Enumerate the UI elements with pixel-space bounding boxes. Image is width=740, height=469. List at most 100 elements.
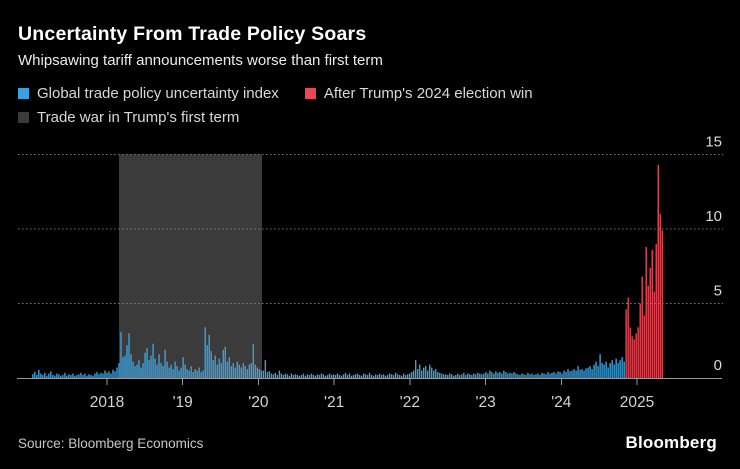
bar-gtpu-index [308, 375, 311, 378]
bar-gtpu-index [549, 373, 551, 378]
bar-gtpu-index [611, 360, 613, 378]
bar-gtpu-index [310, 373, 313, 378]
bar-gtpu-index [126, 345, 128, 378]
bar-gtpu-index [497, 372, 499, 378]
bar-gtpu-index [152, 343, 154, 378]
chart-header: Uncertainty From Trade Policy Soars Whip… [18, 23, 724, 126]
bar-gtpu-index [607, 367, 609, 378]
bar-gtpu-index [605, 361, 607, 378]
bar-gtpu-index [501, 373, 503, 378]
bar-gtpu-index [583, 370, 585, 378]
legend-swatch-icon [18, 112, 29, 123]
bar-gtpu-index [306, 374, 309, 378]
bar-after-2024-election [655, 243, 657, 378]
bar-gtpu-index [92, 375, 94, 378]
bar-gtpu-index [276, 375, 279, 378]
bar-gtpu-index [481, 374, 483, 378]
bar-gtpu-index [72, 373, 74, 378]
bar-gtpu-index [493, 373, 495, 378]
legend-swatch-icon [18, 88, 29, 99]
bar-gtpu-index [615, 358, 617, 378]
bar-gtpu-index [236, 361, 238, 378]
bar-gtpu-index [396, 374, 399, 378]
bar-gtpu-index [198, 367, 200, 378]
x-axis-label-2020: '20 [248, 394, 269, 411]
bar-gtpu-index [599, 354, 601, 378]
bar-gtpu-index [471, 375, 473, 378]
bar-gtpu-index [230, 366, 232, 378]
bar-gtpu-index [589, 366, 591, 378]
bar-gtpu-index [154, 358, 156, 378]
chart-legend: Global trade policy uncertainty index Aft… [18, 85, 690, 126]
bar-gtpu-index [443, 374, 445, 378]
bar-gtpu-index [571, 370, 573, 378]
bar-after-2024-election [637, 327, 639, 378]
bar-gtpu-index [376, 375, 379, 378]
bar-gtpu-index [114, 371, 116, 378]
x-axis-label-2018: 2018 [90, 394, 124, 411]
bar-gtpu-index [521, 373, 523, 378]
bar-gtpu-index [270, 373, 273, 378]
bar-gtpu-index [378, 373, 381, 378]
bar-gtpu-index [268, 371, 271, 378]
bar-gtpu-index [433, 370, 435, 378]
bar-gtpu-index [194, 369, 196, 378]
bar-gtpu-index [314, 375, 317, 378]
bar-gtpu-index [469, 374, 471, 378]
bar-gtpu-index [617, 363, 619, 378]
bar-gtpu-index [188, 370, 190, 378]
bar-gtpu-index [382, 374, 385, 378]
bar-gtpu-index [601, 363, 603, 378]
bar-gtpu-index [160, 363, 162, 378]
bar-gtpu-index [90, 375, 92, 378]
bar-gtpu-index [50, 371, 52, 378]
bar-gtpu-index [360, 375, 363, 378]
bar-gtpu-index [298, 375, 301, 378]
bar-gtpu-index [104, 370, 106, 378]
bar-gtpu-index [427, 370, 429, 378]
source-note: Source: Bloomberg Economics [18, 436, 204, 451]
bar-gtpu-index [346, 375, 349, 378]
bar-gtpu-index [543, 373, 545, 378]
bar-gtpu-index [336, 373, 339, 378]
legend-item-1: After Trump's 2024 election win [304, 85, 533, 102]
bar-gtpu-index [441, 373, 443, 378]
bar-gtpu-index [338, 375, 341, 378]
bar-gtpu-index [437, 372, 439, 378]
bar-gtpu-index [210, 351, 212, 378]
bar-gtpu-index [140, 367, 142, 378]
bar-gtpu-index [38, 369, 40, 378]
bar-gtpu-index [272, 374, 275, 378]
bar-gtpu-index [62, 375, 64, 378]
bar-gtpu-index [609, 363, 611, 378]
bar-gtpu-index [116, 367, 118, 378]
bar-gtpu-index [414, 360, 417, 378]
bar-gtpu-index [240, 367, 242, 378]
bar-gtpu-index [166, 361, 168, 378]
bar-gtpu-index [48, 373, 50, 378]
bar-gtpu-index [356, 373, 359, 378]
bar-gtpu-index [579, 369, 581, 378]
bar-gtpu-index [348, 373, 351, 378]
bar-gtpu-index [52, 375, 54, 378]
bar-after-2024-election [651, 249, 653, 378]
bar-gtpu-index [539, 375, 541, 378]
bar-gtpu-index [368, 372, 371, 378]
bar-gtpu-index [324, 375, 327, 378]
bar-gtpu-index [435, 369, 437, 378]
bar-gtpu-index [216, 364, 218, 378]
bar-gtpu-index [330, 375, 333, 378]
bar-gtpu-index [483, 373, 485, 378]
bar-gtpu-index [252, 343, 255, 378]
bar-gtpu-index [254, 364, 257, 378]
bar-after-2024-election [661, 230, 663, 378]
bar-gtpu-index [214, 355, 216, 378]
bar-after-2024-election [625, 309, 627, 378]
bar-gtpu-index [575, 370, 577, 378]
bar-gtpu-index [465, 375, 467, 378]
bar-gtpu-index [74, 375, 76, 378]
bar-gtpu-index [164, 349, 166, 378]
bar-gtpu-index [517, 374, 519, 378]
bar-gtpu-index [258, 369, 261, 378]
bar-gtpu-index [66, 375, 68, 378]
